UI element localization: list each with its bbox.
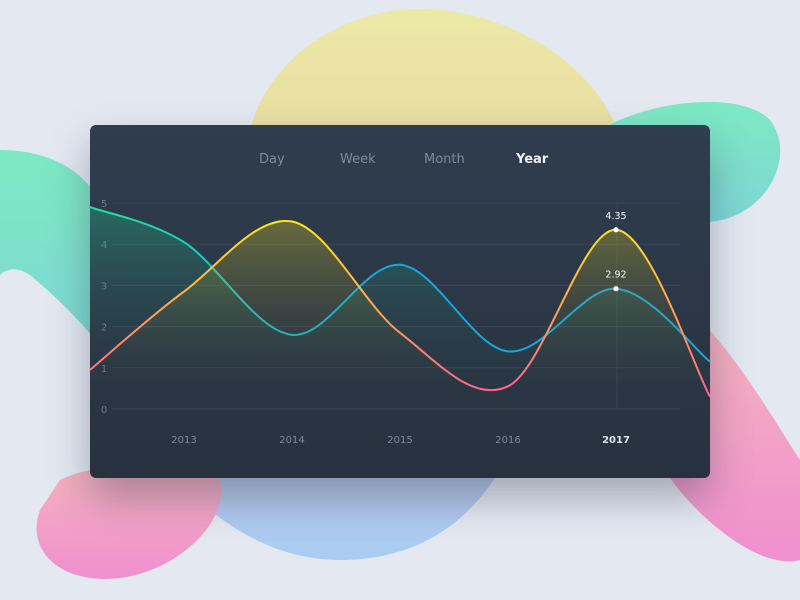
x-tick-label: 2013 <box>171 435 196 446</box>
data-point[interactable] <box>613 227 619 233</box>
x-tick-label: 2015 <box>387 435 412 446</box>
x-tick-label: 2014 <box>279 435 304 446</box>
period-tabs: Day Week Month Year <box>90 152 710 172</box>
tab-week[interactable]: Week <box>340 152 376 167</box>
data-point[interactable] <box>613 286 619 292</box>
line-chart: 012345201320142015201620174.352.92 <box>90 199 710 446</box>
data-label: 2.92 <box>605 270 626 281</box>
y-tick-label: 5 <box>101 199 107 210</box>
data-label: 4.35 <box>605 211 626 222</box>
tab-day[interactable]: Day <box>259 152 285 167</box>
tab-month[interactable]: Month <box>424 152 465 167</box>
green-blob <box>0 150 110 360</box>
pink-blob-left <box>36 465 222 579</box>
series-area <box>90 220 710 409</box>
x-tick-label[interactable]: 2017 <box>602 435 630 446</box>
y-tick-label: 0 <box>101 405 107 416</box>
x-tick-label: 2016 <box>495 435 520 446</box>
blue-blob <box>170 470 500 560</box>
series-line <box>90 220 710 398</box>
chart-card: Day Week Month Year 01234520132014201520… <box>90 125 710 478</box>
tab-year[interactable]: Year <box>516 152 549 167</box>
